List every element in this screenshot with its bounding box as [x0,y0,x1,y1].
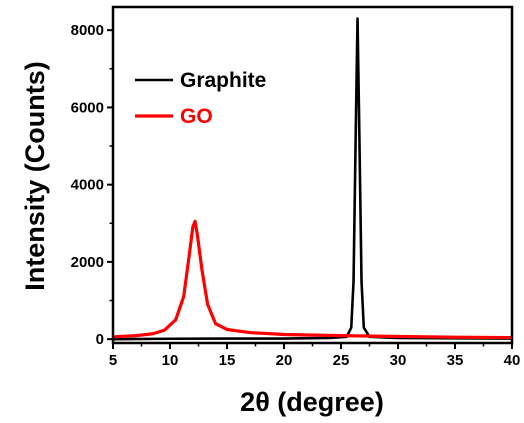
x-tick-label: 5 [109,352,117,369]
series-line-graphite [113,17,512,341]
legend-label-graphite: Graphite [180,69,266,92]
x-tick-label: 15 [219,352,236,369]
y-axis-title: Intensity (Counts) [20,61,50,291]
x-tick-label: 35 [447,352,464,369]
legend: Graphite GO [135,69,266,128]
y-tick-label: 8000 [71,22,104,39]
y-tick-label: 4000 [71,177,104,194]
x-axis-title: 2θ (degree) [240,387,384,417]
legend-label-go: GO [180,105,213,128]
y-axis-tick-labels: 0 2000 4000 6000 8000 [71,22,104,348]
x-tick-label: 10 [162,352,179,369]
x-tick-label: 30 [390,352,407,369]
x-axis-ticks [112,343,513,349]
y-tick-label: 0 [96,331,104,348]
y-tick-label: 6000 [71,99,104,116]
plot-frame [111,5,514,345]
y-tick-label: 2000 [71,254,104,271]
series-layer [113,17,512,341]
x-tick-label: 25 [333,352,350,369]
plot-clip-group [113,17,512,341]
y-axis-ticks [107,29,113,341]
x-tick-label: 20 [276,352,293,369]
series-line-go [113,219,512,340]
x-axis-tick-labels: 5 10 15 20 25 30 35 40 [109,352,521,369]
x-tick-label: 40 [504,352,521,369]
